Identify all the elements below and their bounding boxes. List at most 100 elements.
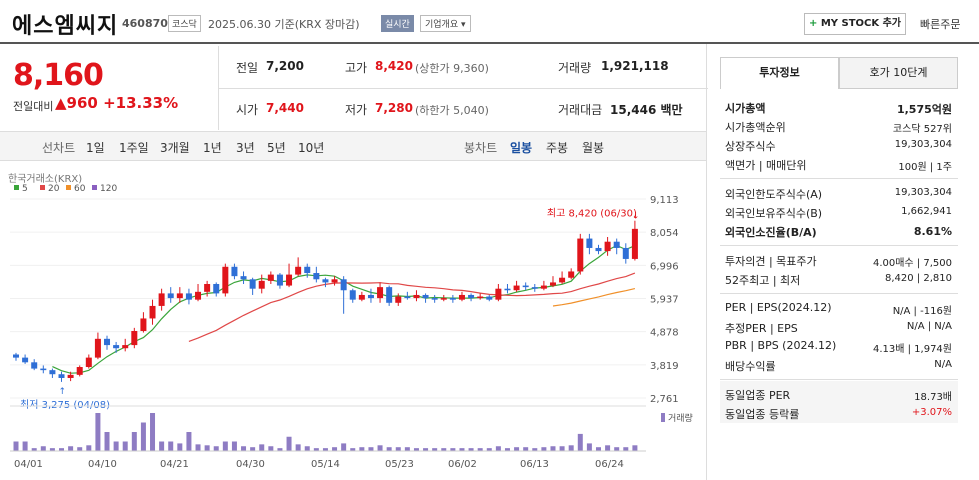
chart-source: 한국거래소(KRX) bbox=[8, 173, 82, 185]
ma60-line bbox=[552, 288, 636, 307]
candle bbox=[386, 287, 393, 303]
volume-bar bbox=[322, 448, 328, 451]
candle bbox=[58, 374, 65, 378]
candle bbox=[431, 298, 438, 300]
volume-bar bbox=[495, 446, 501, 451]
period-1[interactable]: 1주일 bbox=[119, 141, 149, 155]
lower-limit: (하한가 5,040) bbox=[415, 102, 489, 118]
volume-bar bbox=[341, 443, 347, 451]
period-2[interactable]: 3개월 bbox=[160, 141, 190, 155]
candle-period-1[interactable]: 주봉 bbox=[546, 141, 569, 155]
candle bbox=[504, 288, 511, 291]
info-label: 투자의견 | 목표주가 bbox=[725, 255, 817, 268]
upper-value: 9,360) bbox=[453, 62, 489, 75]
info-value: 코스닥 527위 bbox=[892, 124, 952, 135]
volume-bar bbox=[313, 448, 319, 451]
period-4[interactable]: 3년 bbox=[236, 141, 255, 155]
info-value: 18.73배 bbox=[914, 392, 952, 403]
company-info-dropdown[interactable]: 기업개요 ▾ bbox=[420, 15, 471, 32]
amount-number: 15,446 bbox=[610, 103, 657, 117]
volume-bar bbox=[350, 448, 356, 451]
quick-order-link[interactable]: 빠른주문 bbox=[920, 18, 961, 31]
candle bbox=[331, 279, 338, 283]
change-rate: +13.33% bbox=[103, 94, 179, 112]
candle bbox=[158, 293, 165, 306]
high-marker-arrow: ↓ bbox=[632, 212, 640, 222]
stock-chart[interactable]: 한국거래소(KRX)5 20 60 120 9,113 8,054 6,996 5,937 4,… bbox=[0, 162, 706, 480]
info-value: 4.00매수 | 7,500 bbox=[872, 258, 952, 269]
my-stock-add-button[interactable]: + MY STOCK 추가 bbox=[804, 13, 906, 35]
volume-bar bbox=[113, 441, 119, 451]
stock-code: 460870 bbox=[122, 17, 168, 30]
volume-bar bbox=[150, 413, 156, 451]
candle bbox=[113, 345, 120, 349]
candle bbox=[486, 296, 493, 300]
y-tick-label: 8,054 bbox=[650, 228, 679, 239]
volume-bar bbox=[77, 447, 83, 451]
volume-bar bbox=[623, 447, 629, 451]
volume-bar bbox=[250, 447, 256, 451]
legend-label: 60 bbox=[74, 184, 86, 194]
tab-order-book[interactable]: 호가 10단계 bbox=[839, 57, 958, 89]
volume-bar bbox=[468, 448, 474, 451]
volume-bar bbox=[413, 448, 419, 451]
volume-bar bbox=[586, 443, 592, 451]
candle bbox=[76, 367, 83, 375]
volume-bar bbox=[504, 448, 510, 451]
info-value: 19,303,304 bbox=[894, 139, 952, 150]
amount-unit: 백만 bbox=[660, 103, 683, 117]
volume-bar bbox=[95, 413, 101, 451]
candle bbox=[613, 241, 620, 248]
candle-period-0[interactable]: 일봉 bbox=[510, 141, 533, 155]
volume-bar bbox=[441, 448, 447, 451]
volume-bar bbox=[541, 447, 547, 451]
candle bbox=[40, 368, 47, 371]
volume-bar bbox=[514, 447, 520, 451]
candle bbox=[231, 266, 238, 277]
period-6[interactable]: 10년 bbox=[298, 141, 325, 155]
divider bbox=[720, 245, 958, 246]
volume-bar bbox=[177, 443, 183, 451]
volume-bar bbox=[386, 447, 392, 451]
volume-bar bbox=[140, 422, 146, 451]
candle bbox=[195, 291, 202, 300]
high-value: 8,420 bbox=[375, 59, 413, 73]
amount-label: 거래대금 bbox=[558, 103, 603, 117]
candle bbox=[631, 228, 638, 259]
candle bbox=[477, 296, 484, 299]
ma20-line bbox=[188, 272, 636, 342]
candle bbox=[468, 294, 475, 299]
x-tick-label: 04/30 bbox=[236, 459, 265, 470]
volume-bar bbox=[395, 447, 401, 451]
realtime-button[interactable]: 실시간 bbox=[381, 15, 414, 32]
legend-label: 20 bbox=[48, 184, 60, 194]
candle bbox=[140, 318, 147, 331]
candle-period-2[interactable]: 월봉 bbox=[582, 141, 605, 155]
volume-bar bbox=[131, 432, 137, 451]
line-chart-label: 선차트 bbox=[42, 141, 76, 155]
candle bbox=[240, 276, 247, 280]
candle bbox=[286, 274, 293, 286]
info-value: 8,420 | 2,810 bbox=[885, 273, 952, 284]
period-3[interactable]: 1년 bbox=[203, 141, 222, 155]
candle-chart-label: 봉차트 bbox=[464, 141, 498, 155]
period-5[interactable]: 5년 bbox=[267, 141, 286, 155]
low-label: 저가 bbox=[345, 103, 368, 117]
volume-bar bbox=[31, 448, 37, 451]
divider bbox=[218, 88, 708, 89]
plus-icon: + bbox=[808, 18, 821, 29]
candle bbox=[568, 271, 575, 278]
candle bbox=[204, 283, 211, 292]
candle bbox=[85, 357, 92, 368]
high-label: 고가 bbox=[345, 61, 368, 75]
tab-invest-info[interactable]: 투자정보 bbox=[720, 57, 839, 89]
candle bbox=[586, 238, 593, 248]
info-value: 100원 | 1주 bbox=[898, 162, 952, 173]
period-0[interactable]: 1일 bbox=[86, 141, 105, 155]
volume-label: 거래량 bbox=[558, 61, 592, 75]
period-bar bbox=[0, 131, 706, 161]
low-value: 7,280 bbox=[375, 101, 413, 115]
volume-bar bbox=[186, 432, 192, 451]
date-text: 2025.06.30 기준(KRX 장마감) bbox=[208, 18, 360, 31]
change-value: ▲960 bbox=[55, 94, 98, 112]
